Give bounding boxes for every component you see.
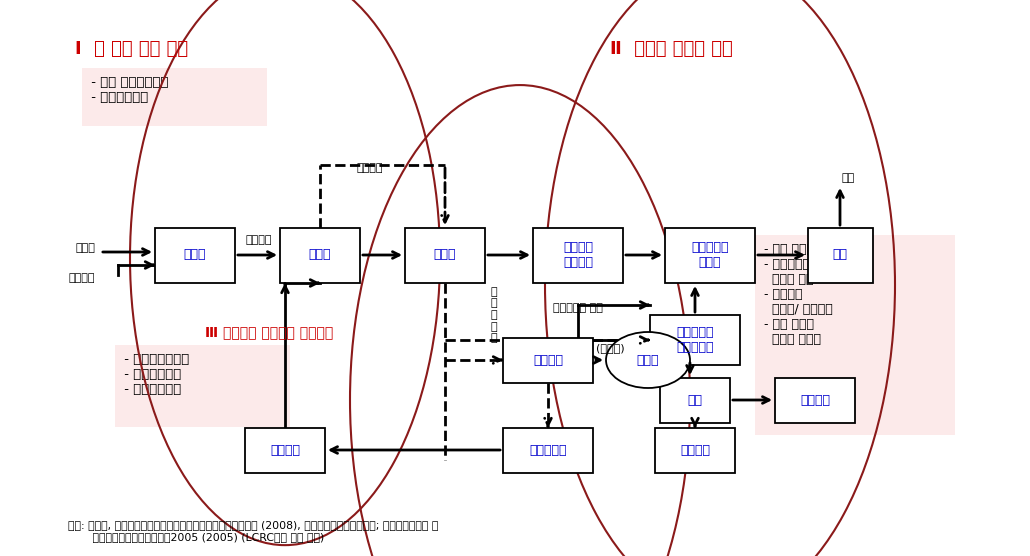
FancyBboxPatch shape <box>405 227 485 282</box>
Text: 백연방지용 공기: 백연방지용 공기 <box>553 303 603 313</box>
Text: 폐기물: 폐기물 <box>75 243 95 253</box>
Text: 소각로: 소각로 <box>183 249 206 261</box>
FancyBboxPatch shape <box>154 227 235 282</box>
Text: - 저온 이코노마이저
 - 저공기비연소: - 저온 이코노마이저 - 저공기비연소 <box>87 76 169 104</box>
FancyBboxPatch shape <box>503 337 593 383</box>
FancyBboxPatch shape <box>245 428 325 473</box>
Text: 과열기: 과열기 <box>434 249 456 261</box>
FancyBboxPatch shape <box>775 378 855 423</box>
Text: 복수탱크: 복수탱크 <box>270 444 300 456</box>
Text: (열이용): (열이용) <box>596 343 624 353</box>
Text: 대기: 대기 <box>842 173 855 183</box>
Text: 증기복수기: 증기복수기 <box>529 444 566 456</box>
Text: 소내전력: 소내전력 <box>680 444 710 456</box>
Ellipse shape <box>606 332 690 388</box>
FancyBboxPatch shape <box>755 235 955 435</box>
Text: 보일러: 보일러 <box>309 249 332 261</box>
Text: 포화증기: 포화증기 <box>356 163 383 173</box>
Text: 증기터빈: 증기터빈 <box>533 354 563 366</box>
FancyBboxPatch shape <box>808 227 872 282</box>
FancyBboxPatch shape <box>82 68 267 126</box>
Text: 전력: 전력 <box>687 394 702 406</box>
Text: 배연방지용
혼합기: 배연방지용 혼합기 <box>691 241 729 269</box>
Text: - 저온 촉매탈질
 - 고효율건식
   배가스 처리
 - 백연방지
   미설정/ 운용정지
 - 배수 클로즈
   시스템 미도입: - 저온 촉매탈질 - 고효율건식 배가스 처리 - 백연방지 미설정/ 운용정… <box>760 243 832 346</box>
Text: 전력회사: 전력회사 <box>800 394 830 406</box>
FancyBboxPatch shape <box>655 428 735 473</box>
Text: 발전기: 발전기 <box>637 354 659 366</box>
Text: 연소공기: 연소공기 <box>69 273 95 283</box>
FancyBboxPatch shape <box>665 227 755 282</box>
Text: 스
팀
에
너
지: 스 팀 에 너 지 <box>490 287 497 343</box>
Text: 배연방지용
공기예열기: 배연방지용 공기예열기 <box>677 326 714 354</box>
FancyBboxPatch shape <box>533 227 623 282</box>
Text: - 고온고압보일러
 - 추기복수터빈
 - 수냉식복수기: - 고온고압보일러 - 추기복수터빈 - 수냉식복수기 <box>121 353 190 396</box>
Text: Ⅲ 증기터빈 시스템의 효율향상: Ⅲ 증기터빈 시스템의 효율향상 <box>205 325 334 339</box>
Text: 출처: 環境省, 産業廃棄物処理分野における温暖化対策の手引き (2008), 日本環境衛生施設工業会; 廃棄物処理にお け
       る温暖化対策ガイドブ: 출처: 環境省, 産業廃棄物処理分野における温暖化対策の手引き (2008), … <box>68 520 439 542</box>
Text: Ⅱ  증기의 효율적 이용: Ⅱ 증기의 효율적 이용 <box>610 40 732 58</box>
FancyBboxPatch shape <box>660 378 730 423</box>
FancyBboxPatch shape <box>115 345 290 427</box>
Text: 연소가스: 연소가스 <box>246 235 272 245</box>
Text: 굴독: 굴독 <box>832 249 848 261</box>
FancyBboxPatch shape <box>503 428 593 473</box>
Text: Ⅰ  열 회수 능력 향상: Ⅰ 열 회수 능력 향상 <box>75 40 188 58</box>
Text: 대기오염
방지시설: 대기오염 방지시설 <box>563 241 593 269</box>
FancyBboxPatch shape <box>280 227 360 282</box>
FancyBboxPatch shape <box>650 315 740 365</box>
